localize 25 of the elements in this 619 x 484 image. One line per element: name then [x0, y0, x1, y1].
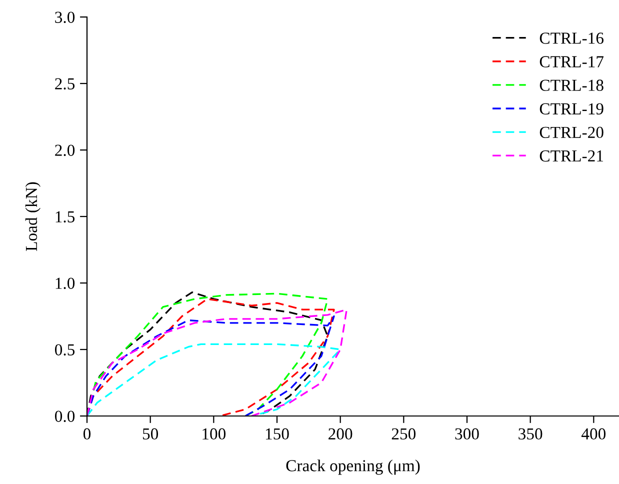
- x-tick-label: 400: [581, 428, 606, 440]
- x-tick-label: 200: [328, 428, 352, 440]
- legend-label: CTRL-20: [540, 126, 604, 138]
- x-tick-label: 150: [266, 428, 289, 440]
- y-tick-label: 2.0: [55, 144, 75, 156]
- y-tick-label: 0.5: [54, 344, 75, 356]
- x-tick-label: 0: [83, 428, 91, 440]
- legend-label: CTRL-16: [540, 32, 604, 44]
- x-tick-label: 300: [455, 428, 479, 440]
- y-axis-title: Load (kN): [25, 182, 40, 251]
- x-tick-label: 350: [518, 428, 542, 440]
- x-axis-title: Crack opening (μm): [286, 460, 420, 475]
- y-tick-label: 1.0: [56, 278, 75, 290]
- y-tick-label: 2.5: [55, 78, 75, 90]
- y-tick-label: 0.0: [54, 410, 75, 422]
- legend-label: CTRL-19: [540, 103, 604, 114]
- legend-label: CTRL-17: [540, 56, 604, 68]
- legend-label: CTRL-18: [540, 80, 604, 91]
- y-tick-label: 1.5: [56, 211, 75, 223]
- y-tick-label: 3.0: [55, 12, 75, 24]
- legend-label: CTRL-21: [540, 150, 603, 162]
- x-tick-label: 50: [142, 428, 158, 440]
- line-series: [87, 343, 342, 416]
- x-tick-label: 250: [392, 428, 416, 440]
- x-tick-label: 100: [202, 428, 226, 440]
